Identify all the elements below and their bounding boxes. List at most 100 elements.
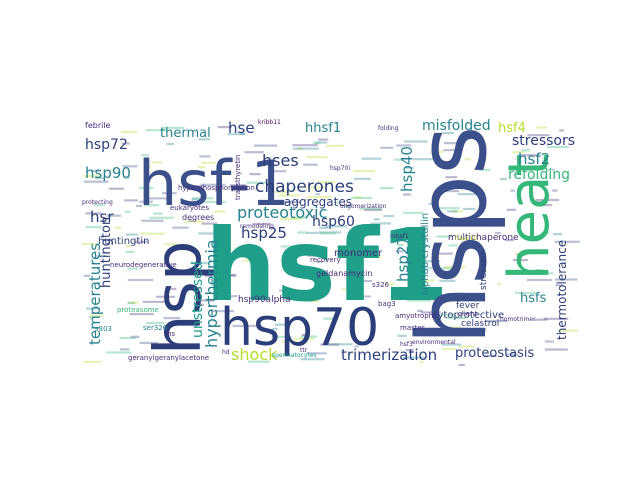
word-mhsf1: mhsf1 bbox=[390, 233, 409, 240]
word-hses: hses bbox=[262, 151, 299, 170]
texture-mark bbox=[164, 243, 178, 246]
word-hsps: hsps bbox=[398, 125, 508, 345]
texture-mark bbox=[220, 274, 237, 277]
texture-mark bbox=[204, 273, 218, 276]
texture-mark bbox=[141, 154, 149, 157]
word-hsp70: hsp70 bbox=[220, 298, 379, 358]
texture-mark bbox=[301, 250, 326, 253]
texture-mark bbox=[246, 181, 267, 184]
word-hhsf1: hhsf1 bbox=[305, 121, 341, 136]
word-trimerization: trimerization bbox=[341, 346, 437, 364]
texture-mark bbox=[354, 177, 372, 180]
word-temperatures: temperatures bbox=[86, 243, 104, 345]
texture-mark bbox=[541, 272, 553, 275]
texture-mark bbox=[459, 297, 483, 300]
word-s326: s326 bbox=[372, 281, 390, 289]
texture-mark bbox=[441, 343, 462, 346]
texture-mark bbox=[400, 295, 405, 298]
word-hsp27: hsp27 bbox=[394, 236, 412, 282]
texture-mark bbox=[406, 299, 432, 302]
texture-mark bbox=[198, 138, 211, 141]
texture-mark bbox=[127, 301, 136, 305]
texture-mark bbox=[200, 183, 226, 186]
texture-mark bbox=[394, 158, 403, 161]
word-shock: shock bbox=[231, 345, 278, 364]
texture-mark bbox=[424, 279, 435, 282]
texture-mark bbox=[121, 142, 130, 145]
texture-mark bbox=[361, 157, 382, 160]
texture-mark bbox=[522, 166, 531, 169]
texture-mark bbox=[479, 166, 484, 169]
texture-mark bbox=[240, 132, 246, 135]
texture-mark bbox=[301, 358, 325, 361]
texture-mark bbox=[195, 304, 202, 307]
word-hsp: hsp bbox=[142, 240, 216, 355]
word-environmental: environmental bbox=[412, 339, 456, 346]
texture-mark bbox=[379, 187, 394, 190]
word-heat: heat bbox=[497, 154, 562, 280]
texture-mark bbox=[135, 204, 143, 207]
word-geldanamycin: geldanamycin bbox=[316, 269, 372, 278]
texture-mark bbox=[158, 346, 176, 350]
texture-mark bbox=[129, 313, 154, 316]
word-hsf-1: hsf-1 bbox=[138, 147, 290, 220]
texture-mark bbox=[271, 335, 292, 338]
texture-mark bbox=[279, 289, 298, 292]
texture-mark bbox=[515, 291, 539, 294]
texture-mark bbox=[144, 204, 160, 207]
texture-mark bbox=[315, 193, 321, 196]
texture-mark bbox=[120, 348, 130, 351]
texture-mark bbox=[319, 226, 329, 229]
texture-mark bbox=[321, 277, 329, 280]
texture-mark bbox=[247, 360, 270, 363]
texture-mark bbox=[383, 214, 394, 218]
texture-mark bbox=[538, 204, 553, 207]
texture-mark bbox=[407, 295, 413, 298]
word-hsp110: hsp110 bbox=[455, 235, 477, 242]
word-hse: hse bbox=[228, 119, 255, 137]
texture-mark bbox=[442, 347, 457, 351]
texture-mark bbox=[417, 309, 423, 312]
texture-mark bbox=[436, 235, 453, 238]
texture-mark bbox=[419, 361, 424, 364]
word-hsf4: hsf4 bbox=[498, 121, 526, 136]
texture-mark bbox=[280, 218, 302, 221]
word-alphab-crystallin: alphab-crystallin bbox=[420, 213, 431, 296]
word-hyperthermia: hyperthermia bbox=[202, 239, 221, 348]
word-thermal: thermal bbox=[160, 126, 211, 141]
texture-mark bbox=[307, 254, 327, 257]
texture-mark bbox=[410, 268, 416, 271]
texture-mark bbox=[149, 216, 174, 219]
texture-mark bbox=[547, 168, 555, 171]
texture-mark bbox=[244, 151, 264, 154]
texture-mark bbox=[85, 212, 103, 215]
texture-mark bbox=[428, 267, 454, 270]
texture-mark bbox=[204, 274, 212, 277]
texture-mark bbox=[155, 295, 176, 298]
texture-mark bbox=[309, 300, 320, 303]
texture-mark bbox=[343, 205, 351, 208]
texture-mark bbox=[128, 301, 139, 304]
texture-mark bbox=[515, 269, 529, 272]
texture-mark bbox=[526, 278, 552, 282]
texture-mark bbox=[230, 273, 236, 276]
texture-mark bbox=[85, 226, 102, 229]
texture-mark bbox=[519, 154, 540, 157]
texture-mark bbox=[418, 260, 441, 263]
texture-mark bbox=[166, 142, 175, 146]
texture-mark bbox=[315, 141, 328, 144]
texture-mark bbox=[479, 328, 487, 331]
texture-mark bbox=[125, 250, 135, 253]
texture-mark bbox=[439, 279, 456, 282]
texture-mark bbox=[544, 340, 554, 343]
texture-mark bbox=[279, 201, 302, 204]
texture-mark bbox=[138, 186, 154, 190]
texture-mark bbox=[297, 147, 303, 150]
word-neurodegenerative: neurodegenerative bbox=[110, 261, 177, 269]
texture-mark bbox=[272, 191, 290, 194]
texture-mark bbox=[505, 353, 519, 356]
word-hsf1: hsf1 bbox=[205, 207, 449, 324]
texture-mark bbox=[312, 141, 320, 145]
texture-mark bbox=[440, 313, 456, 316]
texture-mark bbox=[405, 349, 414, 352]
